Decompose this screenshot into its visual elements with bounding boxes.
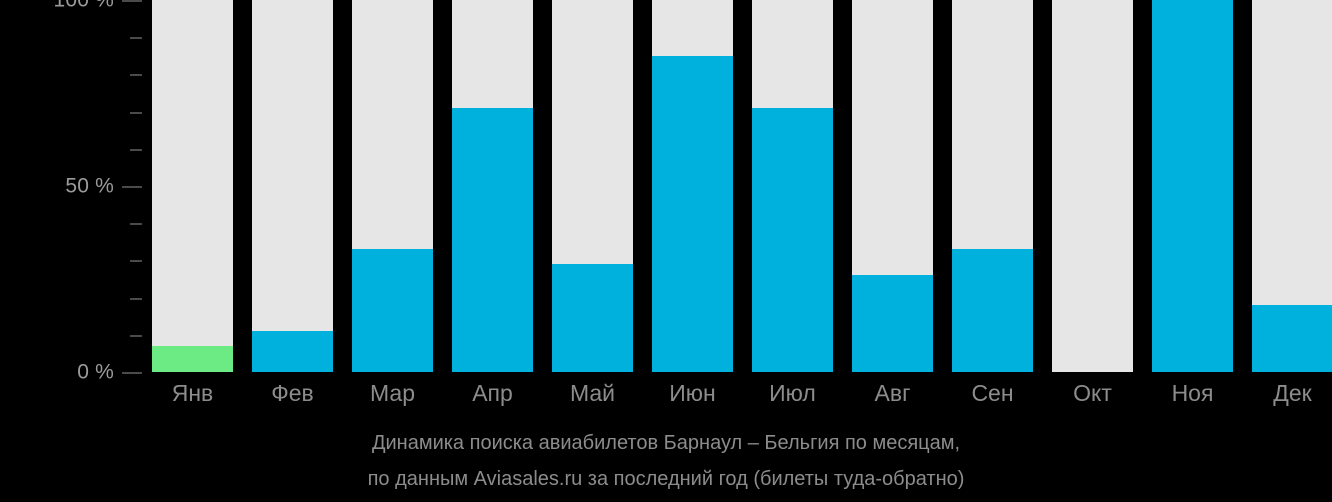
y-axis-tick-major: [122, 0, 142, 2]
x-axis-label: Дек: [1273, 380, 1312, 406]
y-axis-tick-major: [122, 186, 142, 188]
bar-fill: [752, 107, 833, 372]
bar-fill: [852, 275, 933, 372]
bar-column[interactable]: [552, 0, 633, 372]
y-axis-tick-minor: [130, 37, 142, 40]
chart-caption: Динамика поиска авиабилетов Барнаул – Бе…: [0, 425, 1332, 497]
y-axis-label: 0 %: [77, 360, 114, 384]
x-axis-label: Апр: [472, 380, 513, 406]
bar-fill: [1152, 0, 1233, 372]
x-axis-label: Янв: [171, 380, 214, 406]
x-axis-label: Май: [569, 380, 616, 406]
x-axis-label: Сен: [971, 380, 1014, 406]
bar-column[interactable]: [152, 0, 233, 372]
bar-track: [252, 0, 333, 372]
x-axis-label: Окт: [1073, 380, 1112, 406]
x-axis-label: Июн: [669, 380, 716, 406]
bar-column[interactable]: [1252, 0, 1332, 372]
bar-track: [152, 0, 233, 372]
y-axis-tick-minor: [130, 148, 142, 151]
bar-fill: [952, 249, 1033, 372]
y-axis-tick-minor: [130, 260, 142, 263]
bar-fill: [652, 55, 733, 372]
bar-fill: [352, 249, 433, 372]
y-axis-label: 100 %: [53, 0, 114, 12]
bar-fill: [252, 331, 333, 372]
bar-column[interactable]: [352, 0, 433, 372]
bar-fill: [152, 345, 233, 372]
bar-column[interactable]: [752, 0, 833, 372]
plot-area: [152, 0, 1332, 372]
x-axis-label: Июл: [769, 380, 816, 406]
x-axis-label: Мар: [369, 380, 415, 406]
y-axis: 100 % 50 % 0 %: [0, 0, 152, 383]
y-axis-tick-minor: [130, 74, 142, 77]
y-axis-tick-minor: [130, 111, 142, 114]
y-axis-tick-minor: [130, 223, 142, 226]
x-axis-label: Фев: [271, 380, 314, 406]
bar-column[interactable]: [1052, 0, 1133, 372]
bar-column[interactable]: [652, 0, 733, 372]
x-axis: Янв Фев Мар Апр Май Июн Июл Авг Сен Окт Ноя Дек: [152, 372, 1332, 418]
x-axis-label: Ноя: [1171, 380, 1214, 406]
bar-column[interactable]: [252, 0, 333, 372]
bar-fill: [1252, 305, 1332, 372]
y-axis-tick-minor: [130, 334, 142, 337]
caption-line-2: по данным Aviasales.ru за последний год …: [367, 468, 965, 490]
bar-column[interactable]: [952, 0, 1033, 372]
y-axis-tick-minor: [130, 297, 142, 300]
bar-track: [1052, 0, 1133, 372]
bar-column[interactable]: [852, 0, 933, 372]
bar-column[interactable]: [1152, 0, 1233, 372]
bar-column[interactable]: [452, 0, 533, 372]
bar-fill: [552, 264, 633, 372]
y-axis-label: 50 %: [65, 174, 114, 198]
x-axis-label: Авг: [874, 380, 911, 406]
caption-line-1: Динамика поиска авиабилетов Барнаул – Бе…: [371, 432, 961, 454]
y-axis-tick-major: [122, 372, 142, 374]
bar-fill: [452, 107, 533, 372]
